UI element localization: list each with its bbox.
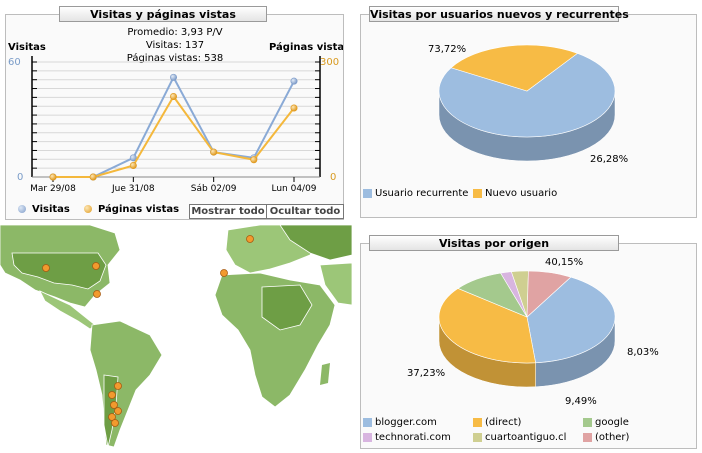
- origin-legend-6-label: (other): [595, 432, 630, 443]
- pie-slice-0: [526, 276, 616, 364]
- series-line-0: [53, 75, 295, 178]
- origin-legend-3-label: google: [595, 417, 629, 428]
- left-axis-max: 60: [8, 57, 21, 68]
- summary-line-2: Visitas: 137: [145, 40, 205, 51]
- pie-slice-5: [526, 270, 572, 318]
- series-point-1: [129, 162, 137, 170]
- origin-legend-5-swatch: [473, 432, 482, 442]
- users-legend-2-label: Nuevo usuario: [485, 188, 558, 199]
- origin-legend-2-swatch: [473, 417, 482, 427]
- origin-legend-3-swatch: [583, 417, 592, 427]
- legend-visits-dot: [18, 205, 26, 213]
- series-line-1: [53, 94, 295, 178]
- pie-slice-1: [450, 44, 579, 92]
- origin-legend-4-label: technorati.com: [375, 432, 451, 443]
- origin-legend-4-swatch: [363, 432, 372, 442]
- legend-visits[interactable]: Visitas: [18, 204, 70, 215]
- show-all-button[interactable]: Mostrar todo: [189, 204, 267, 219]
- origin-pie-chart: [438, 270, 616, 388]
- origin-panel-title: Visitas por origen: [369, 235, 619, 251]
- series-point-1: [49, 173, 57, 181]
- origin-legend-5-label: cuartoantiguo.cl: [485, 432, 567, 443]
- series-point-1: [89, 173, 97, 181]
- origin-legend-2[interactable]: (direct): [473, 417, 521, 428]
- series-point-1: [210, 148, 218, 156]
- legend-pages-dot: [84, 205, 92, 213]
- origin-pie-label-2: 37,23%: [407, 368, 446, 379]
- users-pie-chart: [438, 44, 616, 162]
- origin-legend-1-swatch: [363, 417, 372, 427]
- map-visitor-dots: [42, 235, 254, 427]
- pie-slice-1: [438, 288, 536, 364]
- x-tick-label: Lun 04/09: [271, 184, 316, 194]
- right-axis-min: 0: [330, 172, 337, 183]
- right-axis-label: Páginas vistas: [269, 42, 343, 53]
- x-tick-label: Sáb 02/09: [191, 184, 237, 194]
- pie-slice-0: [438, 52, 616, 138]
- origin-legend-5[interactable]: cuartoantiguo.cl: [473, 432, 566, 443]
- left-axis-label: Visitas: [8, 42, 46, 53]
- x-tick-label: Mar 29/08: [30, 184, 76, 194]
- origin-legend-1[interactable]: blogger.com: [363, 417, 437, 428]
- origin-pie-label-3: 9,49%: [565, 396, 597, 407]
- origin-legend-1-label: blogger.com: [375, 417, 437, 428]
- hide-all-button[interactable]: Ocultar todo: [266, 204, 344, 219]
- map-africa-region: [261, 284, 313, 331]
- map-usa: [11, 252, 107, 290]
- users-legend-1-label: Usuario recurrente: [375, 188, 469, 199]
- visits-panel-title: Visitas y páginas vistas: [59, 6, 267, 22]
- origin-legend-4[interactable]: technorati.com: [363, 432, 451, 443]
- users-panel-title: Visitas por usuarios nuevos y recurrente…: [369, 6, 629, 22]
- summary-line-1: Promedio: 3,93 P/V: [127, 27, 223, 38]
- series-point-1: [250, 156, 258, 164]
- map-central-america: [39, 290, 96, 330]
- series-point-0: [290, 77, 298, 85]
- series-point-1: [290, 104, 298, 112]
- x-tick-label: Jue 31/08: [111, 184, 155, 194]
- map-middle-east: [319, 262, 352, 306]
- users-legend-2[interactable]: Nuevo usuario: [473, 188, 557, 199]
- summary-line-3: Páginas vistas: 538: [126, 53, 224, 64]
- users-legend-1-swatch: [363, 188, 372, 198]
- series-point-0: [129, 154, 137, 162]
- series-point-1: [170, 93, 178, 101]
- series-point-0: [170, 73, 178, 81]
- legend-visits-label: Visitas: [32, 204, 70, 215]
- legend-pages[interactable]: Páginas vistas: [84, 204, 179, 215]
- legend-pages-label: Páginas vistas: [98, 204, 180, 215]
- origin-pie-label-4: 8,03%: [627, 347, 659, 358]
- map-madagascar: [320, 363, 330, 385]
- world-map[interactable]: [0, 225, 352, 453]
- origin-pie-label-1: 40,15%: [545, 257, 584, 268]
- origin-legend-6-swatch: [583, 432, 592, 442]
- right-axis-max: 300: [320, 57, 340, 68]
- users-legend-2-swatch: [473, 188, 482, 198]
- users-pie-label-1: 73,72%: [428, 44, 467, 55]
- origin-legend-6[interactable]: (other): [583, 432, 629, 443]
- users-legend-1[interactable]: Usuario recurrente: [363, 188, 468, 199]
- origin-legend-2-label: (direct): [485, 417, 522, 428]
- line-chart: Mar 29/08 Jue 31/08 Sáb 02/09 Lun 04/09: [30, 56, 321, 194]
- map-russia: [279, 225, 352, 261]
- left-axis-min: 0: [17, 172, 24, 183]
- users-pie-label-2: 26,28%: [590, 154, 629, 165]
- origin-legend-3[interactable]: google: [583, 417, 629, 428]
